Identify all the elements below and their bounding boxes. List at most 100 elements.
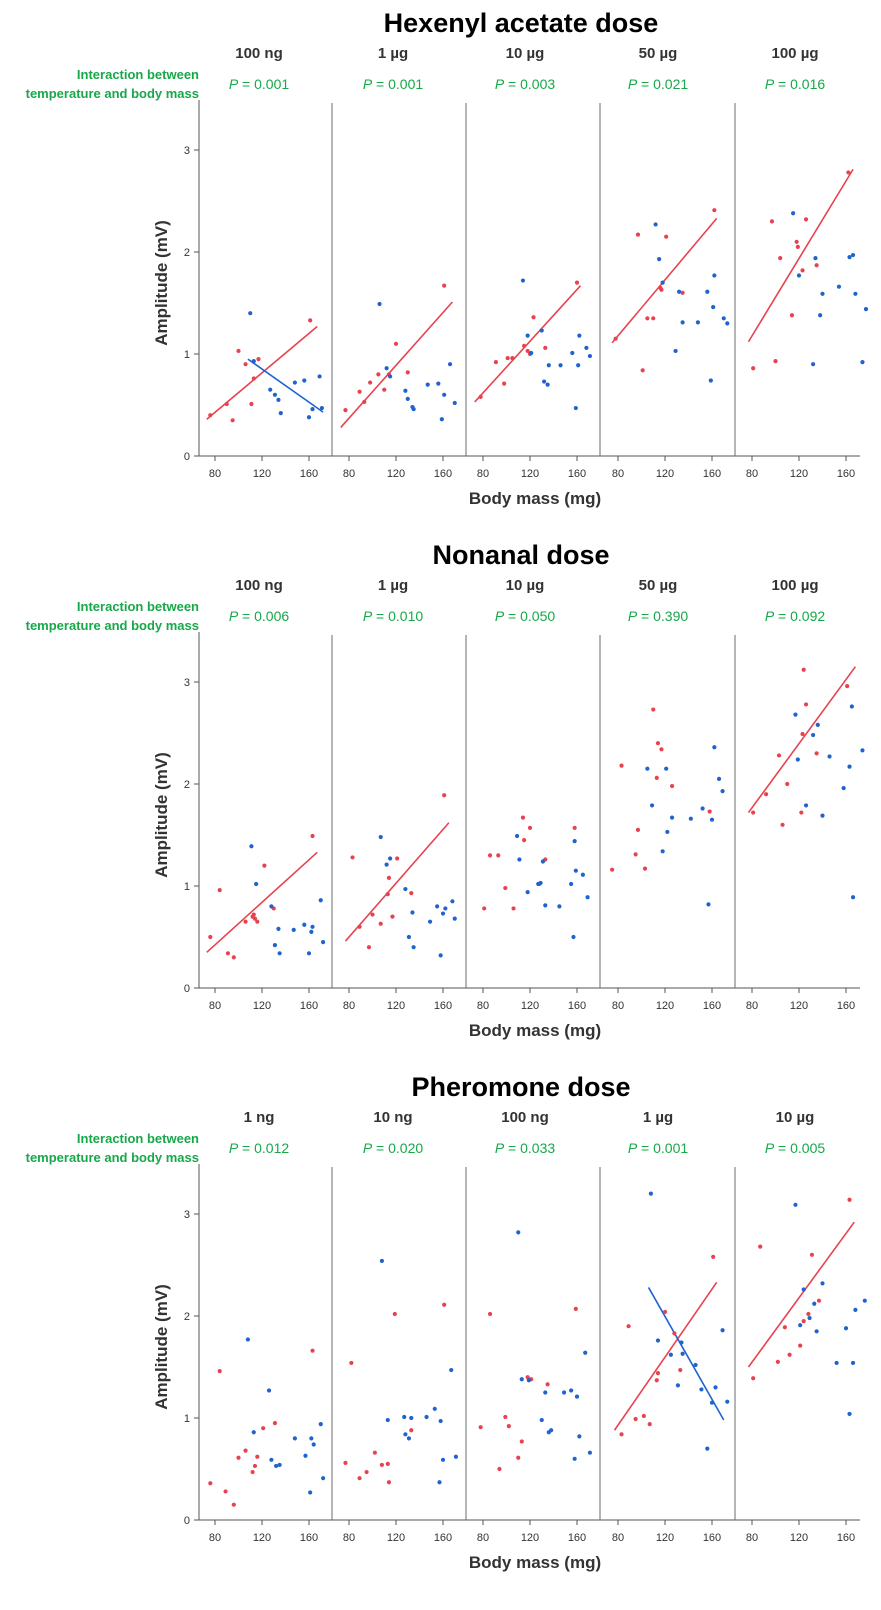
x-tick-label: 80: [343, 1532, 355, 1544]
p-symbol: P: [765, 1140, 775, 1156]
y-tick-label: 1: [184, 881, 190, 893]
blue-point: [853, 1307, 858, 1312]
blue-point: [443, 906, 448, 911]
red-point: [349, 1360, 354, 1366]
blue-point: [437, 1480, 442, 1485]
blue-point: [278, 411, 283, 416]
blue-point: [862, 1298, 867, 1303]
red-point: [357, 1476, 362, 1481]
blue-point: [811, 362, 816, 367]
blue-point: [303, 1453, 308, 1458]
blue-point: [793, 712, 798, 717]
dose-label: 1 µg: [378, 45, 408, 62]
panel: 1 µg P = 0.001 80 120 160: [612, 1109, 730, 1544]
red-point: [223, 1489, 228, 1494]
blue-point: [251, 359, 256, 364]
red-point: [502, 381, 507, 386]
red-point: [522, 343, 527, 348]
p-symbol: P: [363, 608, 373, 624]
blue-point: [311, 1442, 316, 1447]
red-point: [707, 809, 712, 814]
chart-group: Hexenyl acetate dose Interaction between t…: [26, 8, 869, 508]
blue-point: [695, 320, 701, 325]
blue-point: [664, 766, 669, 771]
blue-point: [435, 904, 440, 909]
blue-point: [538, 880, 543, 886]
x-tick-label: 120: [387, 1000, 405, 1012]
blue-point: [583, 1350, 588, 1355]
blue-point: [517, 857, 522, 862]
blue-point: [803, 803, 809, 808]
red-point: [224, 401, 229, 407]
x-tick-label: 120: [521, 1000, 539, 1012]
panel: 1 ng P = 0.012 80 120 160: [208, 1109, 326, 1544]
red-point: [493, 360, 499, 365]
red-point: [655, 1371, 661, 1376]
red-point: [803, 702, 809, 707]
red-point: [217, 887, 222, 893]
blue-point: [543, 1390, 548, 1395]
p-value: P = 0.003: [495, 76, 556, 92]
red-point: [390, 914, 395, 919]
red-point: [478, 394, 483, 399]
p-equals: =: [238, 608, 254, 624]
x-tick-label: 80: [477, 1532, 489, 1544]
red-point: [442, 793, 447, 798]
red-point: [236, 348, 241, 354]
red-point: [574, 280, 580, 285]
red-point: [392, 1311, 397, 1317]
red-point: [711, 1254, 716, 1259]
blue-point: [276, 926, 281, 931]
red-point: [503, 885, 508, 891]
x-tick-label: 160: [703, 1532, 721, 1544]
x-tick-label: 120: [521, 468, 539, 480]
chart-title: Nonanal dose: [432, 540, 609, 570]
dose-label: 100 ng: [501, 1109, 549, 1126]
red-point: [669, 783, 675, 789]
p-symbol: P: [363, 1140, 373, 1156]
p-value: P = 0.012: [229, 1140, 290, 1156]
red-point: [208, 1481, 213, 1486]
blue-point: [680, 320, 685, 325]
x-tick-label: 120: [790, 1000, 808, 1012]
red-point: [619, 763, 624, 768]
x-tick-label: 80: [612, 1532, 624, 1544]
p-equals: =: [637, 608, 653, 624]
p-symbol: P: [628, 76, 638, 92]
blue-point: [561, 1390, 567, 1395]
red-point: [208, 934, 213, 940]
blue-point: [573, 868, 578, 873]
red-point: [680, 290, 685, 295]
red-point: [626, 1324, 631, 1329]
y-tick-label: 2: [184, 247, 190, 259]
red-point: [633, 852, 638, 857]
red-point: [655, 741, 661, 746]
blue-point: [834, 1360, 839, 1366]
red-point: [651, 707, 656, 712]
p-equals: =: [372, 1140, 388, 1156]
blue-point: [584, 345, 589, 350]
p-symbol: P: [229, 608, 239, 624]
blue-point: [668, 1352, 673, 1357]
red-point: [310, 1348, 315, 1353]
red-point: [814, 751, 819, 756]
blue-point: [576, 363, 581, 368]
red-point: [845, 683, 850, 689]
interaction-label: temperature and body mass: [26, 618, 199, 633]
red-point: [785, 781, 790, 787]
red-point: [787, 1352, 792, 1357]
red-point: [370, 912, 375, 917]
blue-point: [836, 284, 842, 289]
red-point: [482, 906, 487, 911]
y-axis-label: Amplitude (mV): [152, 1284, 171, 1410]
x-tick-label: 160: [837, 1532, 855, 1544]
blue-point: [705, 289, 710, 294]
red-point: [478, 1425, 483, 1430]
red-point: [780, 822, 785, 827]
y-tick-label: 3: [184, 1209, 190, 1221]
red-point: [252, 1463, 258, 1469]
blue-point: [292, 1436, 297, 1441]
